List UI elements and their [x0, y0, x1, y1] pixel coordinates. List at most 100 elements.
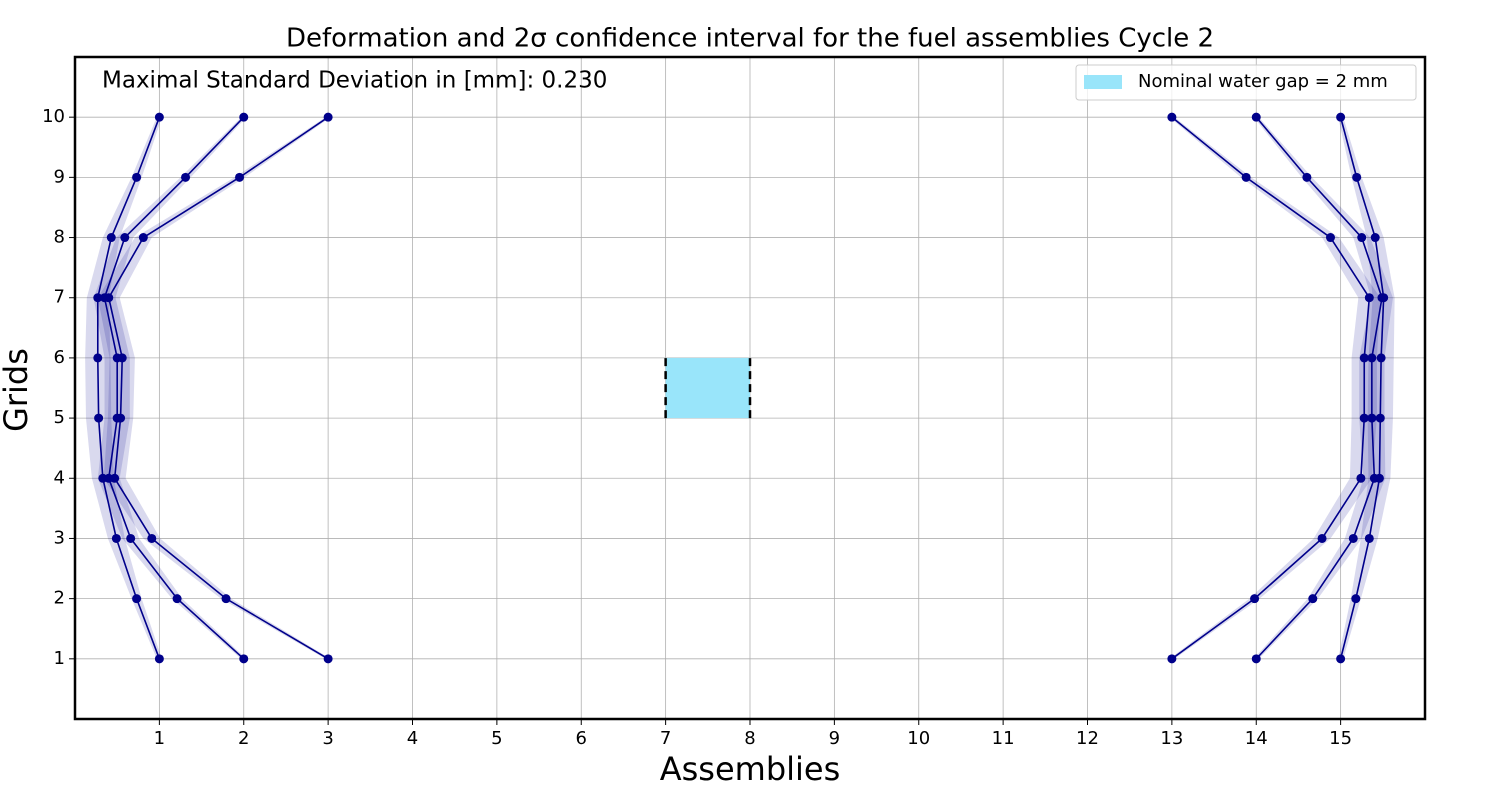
data-point — [132, 172, 142, 182]
data-point — [104, 293, 114, 303]
data-point — [1379, 293, 1389, 303]
data-point — [94, 413, 104, 423]
x-tick-label: 6 — [576, 728, 587, 749]
x-tick-label: 2 — [238, 728, 249, 749]
data-point — [1250, 594, 1260, 604]
data-point — [93, 293, 103, 303]
data-point — [1351, 594, 1361, 604]
x-tick-label: 8 — [744, 728, 755, 749]
data-point — [1251, 654, 1261, 664]
data-point — [1352, 172, 1362, 182]
data-point — [111, 533, 121, 543]
data-point — [93, 353, 103, 363]
data-point — [1370, 233, 1380, 243]
y-tick-label: 4 — [54, 467, 65, 488]
data-point — [1251, 112, 1261, 122]
data-point — [1348, 533, 1358, 543]
data-point — [323, 112, 333, 122]
y-tick-label: 9 — [54, 166, 65, 187]
y-tick-label: 7 — [54, 287, 65, 308]
x-tick-label: 9 — [829, 728, 840, 749]
x-tick-label: 13 — [1160, 728, 1183, 749]
y-tick-label: 10 — [42, 106, 65, 127]
y-tick-label: 1 — [54, 648, 65, 669]
data-point — [1367, 353, 1377, 363]
series-line — [1171, 116, 1371, 660]
data-point — [126, 533, 136, 543]
y-tick-label: 2 — [54, 588, 65, 609]
data-point — [110, 473, 120, 483]
water-gap — [665, 357, 750, 419]
data-point — [1374, 473, 1384, 483]
data-point — [1375, 413, 1385, 423]
series-line — [96, 116, 161, 660]
data-point — [235, 172, 245, 182]
data-point — [239, 112, 249, 122]
data-point — [116, 413, 126, 423]
data-point — [172, 594, 182, 604]
chart-title: Deformation and 2σ confidence interval f… — [286, 24, 1214, 54]
x-tick-label: 10 — [907, 728, 930, 749]
confidence-band — [85, 117, 162, 659]
data-point — [1356, 473, 1366, 483]
data-point — [1367, 413, 1377, 423]
data-point — [1317, 533, 1327, 543]
legend-swatch — [1084, 75, 1122, 89]
data-point — [154, 112, 164, 122]
y-tick-label: 8 — [54, 227, 65, 248]
data-point — [120, 233, 130, 243]
x-tick-label: 1 — [154, 728, 165, 749]
x-tick-label: 15 — [1329, 728, 1352, 749]
data-point — [221, 594, 231, 604]
data-point — [1241, 172, 1251, 182]
data-point — [239, 654, 249, 664]
series-line — [1255, 116, 1383, 660]
plot-frame — [73, 55, 1427, 721]
data-point — [323, 654, 333, 664]
data-point — [1357, 233, 1367, 243]
x-tick-label: 3 — [322, 728, 333, 749]
data-point — [181, 172, 191, 182]
y-tick-label: 6 — [54, 347, 65, 368]
data-point — [132, 594, 142, 604]
legend: Nominal water gap = 2 mm — [1075, 64, 1417, 101]
data-point — [1364, 293, 1374, 303]
x-tick-label: 7 — [660, 728, 671, 749]
data-point — [1308, 594, 1318, 604]
series-line — [103, 116, 245, 660]
legend-frame — [1075, 64, 1417, 101]
x-axis-label: Assemblies — [660, 750, 841, 788]
data-point — [1336, 112, 1346, 122]
series-line — [107, 116, 329, 660]
confidence-band — [1338, 117, 1395, 659]
x-tick-label: 11 — [992, 728, 1015, 749]
x-tick-label: 5 — [491, 728, 502, 749]
x-tick-label: 14 — [1245, 728, 1268, 749]
data-point — [1167, 654, 1177, 664]
data-point — [154, 654, 164, 664]
legend-label: Nominal water gap = 2 mm — [1138, 71, 1388, 92]
data-point — [147, 533, 157, 543]
y-axis-label: Grids — [0, 348, 35, 432]
plot-area — [85, 112, 1395, 664]
data-point — [1376, 353, 1386, 363]
x-tick-label: 4 — [407, 728, 418, 749]
y-tick-label: 3 — [54, 527, 65, 548]
data-point — [1167, 112, 1177, 122]
data-point — [1326, 233, 1335, 243]
annotation: Maximal Standard Deviation in [mm]: 0.23… — [102, 68, 607, 94]
confidence-band — [93, 117, 247, 659]
confidence-band — [1169, 117, 1381, 659]
data-point — [1336, 654, 1346, 664]
data-point — [1359, 353, 1369, 363]
data-point — [1359, 413, 1369, 423]
data-point — [117, 353, 127, 363]
series-line — [1339, 116, 1385, 660]
data-point — [138, 233, 148, 243]
y-tick-label: 5 — [54, 407, 65, 428]
x-tick-label: 12 — [1076, 728, 1099, 749]
data-point — [106, 233, 116, 243]
data-point — [1364, 533, 1374, 543]
